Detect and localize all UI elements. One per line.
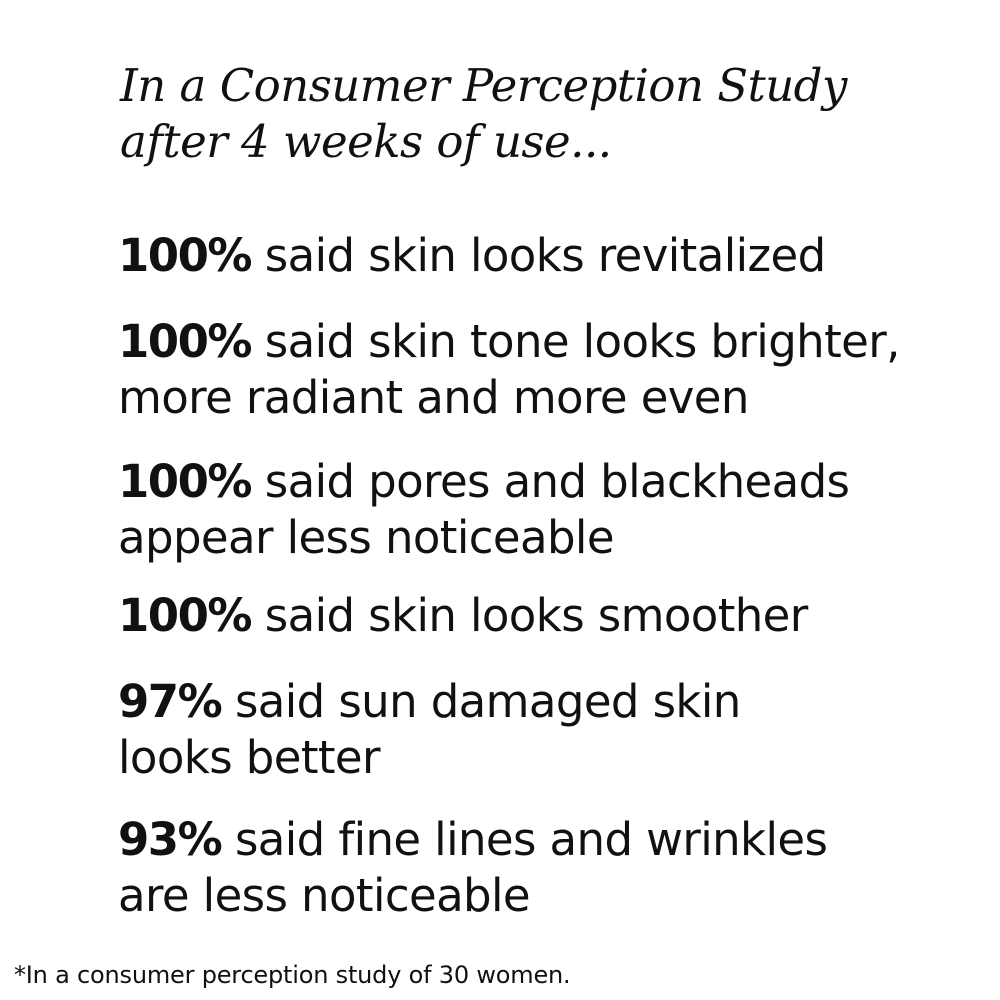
claim-line: 97% said sun damaged skin	[118, 674, 988, 730]
claim-item: 97% said sun damaged skin looks better	[118, 674, 988, 786]
claim-item: 93% said fine lines and wrinkles are les…	[118, 812, 988, 924]
claim-line: 100% said skin looks smoother	[118, 588, 988, 644]
claim-item: 100% said pores and blackheads appear le…	[118, 454, 988, 566]
claim-percent: 100%	[118, 229, 253, 282]
study-heading: In a Consumer Perception Study after 4 w…	[120, 58, 960, 170]
claim-text: said pores and blackheads	[264, 455, 850, 508]
claim-text: said fine lines and wrinkles	[234, 813, 828, 866]
claim-percent: 93%	[118, 813, 223, 866]
claim-continuation: are less noticeable	[118, 869, 531, 922]
claim-percent: 100%	[118, 589, 253, 642]
claim-line: 100% said skin looks revitalized	[118, 228, 988, 284]
claim-item: 100% said skin looks revitalized	[118, 228, 988, 284]
claim-line: 100% said pores and blackheads	[118, 454, 988, 510]
claim-line: 100% said skin tone looks brighter,	[118, 314, 988, 370]
claim-text: said sun damaged skin	[234, 675, 741, 728]
claim-line: 93% said fine lines and wrinkles	[118, 812, 988, 868]
claim-percent: 100%	[118, 315, 253, 368]
claim-percent: 100%	[118, 455, 253, 508]
claim-continuation: more radiant and more even	[118, 371, 749, 424]
heading-line-1: In a Consumer Perception Study	[120, 59, 847, 112]
heading-line-2: after 4 weeks of use...	[120, 115, 612, 168]
claim-continuation: appear less noticeable	[118, 511, 615, 564]
footnote: *In a consumer perception study of 30 wo…	[14, 961, 571, 989]
claim-text: said skin looks smoother	[264, 589, 809, 642]
claim-percent: 97%	[118, 675, 223, 728]
claim-text: said skin tone looks brighter,	[264, 315, 901, 368]
claim-continuation: looks better	[118, 731, 381, 784]
claim-text: said skin looks revitalized	[264, 229, 826, 282]
claim-item: 100% said skin tone looks brighter, more…	[118, 314, 988, 426]
claim-item: 100% said skin looks smoother	[118, 588, 988, 644]
